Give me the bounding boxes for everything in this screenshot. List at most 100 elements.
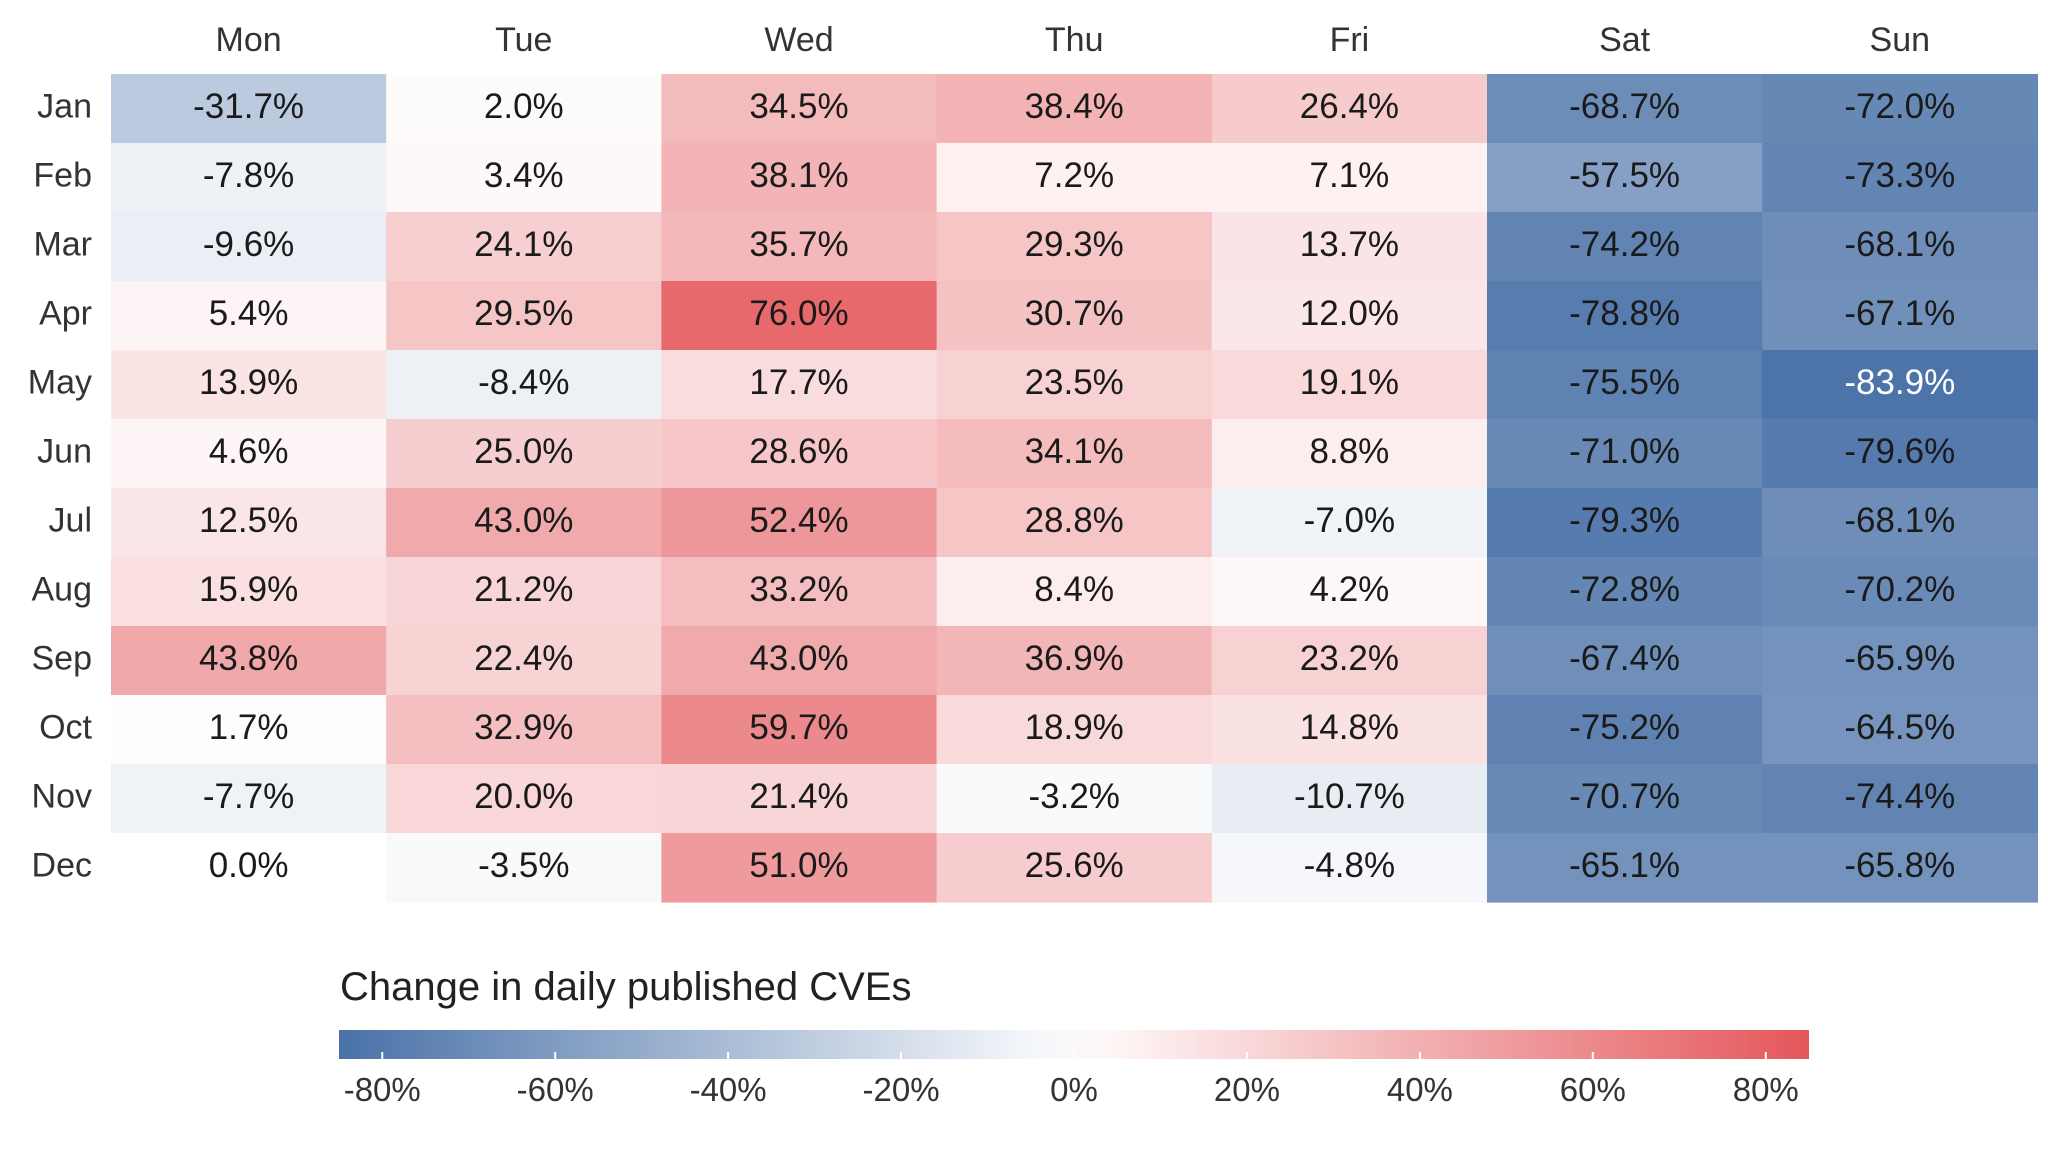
cell-value-label: 43.8%: [199, 639, 298, 678]
cell-value-label: 8.4%: [1034, 570, 1114, 609]
heatmap-cell: [386, 74, 662, 144]
cell-value-label: 24.1%: [474, 225, 573, 264]
colorbar-tick-label: 80%: [1733, 1071, 1799, 1108]
cell-value-label: 13.9%: [199, 363, 298, 402]
heatmap-cell: [936, 695, 1213, 765]
column-label-sat: Sat: [1599, 21, 1651, 59]
heatmap-cell: [936, 143, 1213, 213]
cell-value-label: -70.2%: [1844, 570, 1955, 609]
cell-value-label: -72.8%: [1569, 570, 1680, 609]
heatmap-cell: [1762, 419, 2038, 489]
heatmap-cell: [1211, 557, 1488, 627]
heatmap-cell: [1762, 557, 2038, 627]
cell-value-label: 7.2%: [1034, 156, 1114, 195]
heatmap-cell: [661, 212, 938, 282]
cell-value-label: -7.7%: [203, 777, 294, 816]
cell-value-label: 15.9%: [199, 570, 298, 609]
heatmap-cell: [661, 419, 938, 489]
heatmap-cell: [1211, 143, 1488, 213]
row-labels: Jan Feb Mar Apr May Jun Jul Aug Sep Oct Nov Dec: [28, 87, 93, 884]
cell-value-label: 28.6%: [749, 432, 848, 471]
heatmap-cell: [111, 764, 387, 834]
heatmap-cell: [661, 74, 938, 144]
heatmap-cell: [936, 419, 1213, 489]
cell-value-label: -83.9%: [1844, 363, 1955, 402]
cell-value-label: 52.4%: [749, 501, 848, 540]
column-label-tue: Tue: [495, 21, 552, 59]
cell-value-label: 21.4%: [749, 777, 848, 816]
heatmap-cell: [111, 212, 387, 282]
heatmap-cell: [1487, 695, 1763, 765]
colorbar-title: Change in daily published CVEs: [340, 965, 911, 1009]
cell-value-label: 3.4%: [484, 156, 564, 195]
cell-value-label: 30.7%: [1025, 294, 1124, 333]
cell-value-label: 8.8%: [1310, 432, 1390, 471]
heatmap-cell: [1487, 212, 1763, 282]
heatmap-cell: [1762, 74, 2038, 144]
cell-value-label: -79.6%: [1844, 432, 1955, 471]
heatmap-cell: [386, 488, 662, 558]
heatmap-cell: [1762, 281, 2038, 351]
row-label-jan: Jan: [37, 87, 92, 125]
heatmap-cell: [111, 557, 387, 627]
cell-value-label: 76.0%: [749, 294, 848, 333]
colorbar-tick-label: 40%: [1387, 1071, 1453, 1108]
heatmap-cell: [1487, 281, 1763, 351]
row-label-jul: Jul: [49, 501, 92, 539]
cell-value-label: 4.2%: [1310, 570, 1390, 609]
cell-value-label: 29.3%: [1025, 225, 1124, 264]
cell-value-label: -3.2%: [1028, 777, 1119, 816]
cell-value-label: -7.8%: [203, 156, 294, 195]
cell-value-label: -4.8%: [1304, 846, 1395, 885]
cell-value-label: 34.1%: [1025, 432, 1124, 471]
colorbar-tick-label: 60%: [1560, 1071, 1626, 1108]
heatmap-cell: [1762, 143, 2038, 213]
heatmap-cell: [111, 143, 387, 213]
cell-value-label: 23.2%: [1300, 639, 1399, 678]
cell-value-label: -73.3%: [1844, 156, 1955, 195]
heatmap-cell: [111, 833, 387, 903]
heatmap-cells: -31.7% 2.0% 34.5% 38.4% 26.4% -68.7% -72.0% -7.…: [111, 74, 2038, 903]
row-label-dec: Dec: [32, 846, 92, 884]
colorbar-ticks: -80% -60% -40% -20% 0% 20% 40% 60% 80%: [344, 1052, 1799, 1108]
cell-value-label: -8.4%: [478, 363, 569, 402]
cell-value-label: 25.6%: [1025, 846, 1124, 885]
row-label-apr: Apr: [39, 294, 92, 332]
heatmap-cell: [1211, 74, 1488, 144]
row-label-feb: Feb: [33, 156, 92, 194]
row-label-aug: Aug: [32, 570, 93, 608]
colorbar-tick-label: -20%: [863, 1071, 940, 1108]
cell-value-label: 20.0%: [474, 777, 573, 816]
cell-value-label: 7.1%: [1310, 156, 1390, 195]
heatmap-cell: [1487, 764, 1763, 834]
cell-value-label: 18.9%: [1025, 708, 1124, 747]
heatmap-cell: [936, 350, 1213, 420]
cell-value-label: -64.5%: [1844, 708, 1955, 747]
cell-value-label: 17.7%: [749, 363, 848, 402]
cell-value-label: -68.7%: [1569, 87, 1680, 126]
cell-value-label: 33.2%: [749, 570, 848, 609]
heatmap-cell: [386, 350, 662, 420]
heatmap-cell: [1487, 419, 1763, 489]
cell-value-label: -68.1%: [1844, 501, 1955, 540]
heatmap-cell: [1211, 212, 1488, 282]
heatmap-cell: [936, 764, 1213, 834]
heatmap-cell: [1762, 626, 2038, 696]
heatmap-cell: [386, 557, 662, 627]
cell-value-label: -65.8%: [1844, 846, 1955, 885]
heatmap-cell: [1211, 281, 1488, 351]
heatmap-cell: [661, 695, 938, 765]
colorbar-tick-label: -80%: [344, 1071, 421, 1108]
heatmap-cell: [1487, 626, 1763, 696]
heatmap-cell: [661, 281, 938, 351]
heatmap-cell: [386, 626, 662, 696]
cell-value-label: 0.0%: [209, 846, 289, 885]
column-labels: Mon Tue Wed Thu Fri Sat Sun: [216, 21, 1931, 59]
heatmap-cell: [111, 74, 387, 144]
heatmap-cell: [386, 764, 662, 834]
heatmap-cell: [1487, 74, 1763, 144]
heatmap-cell: [111, 695, 387, 765]
cell-value-label: 12.5%: [199, 501, 298, 540]
cell-value-label: -67.4%: [1569, 639, 1680, 678]
row-label-mar: Mar: [33, 225, 92, 263]
